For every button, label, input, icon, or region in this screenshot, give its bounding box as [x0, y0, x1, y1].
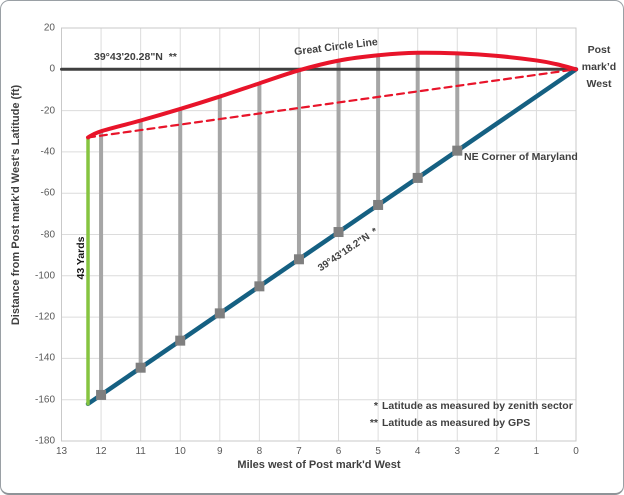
x-tick-label: 3: [454, 446, 461, 457]
ne-corner-label: NE Corner of Maryland: [464, 151, 578, 163]
x-tick-label: 13: [55, 446, 68, 457]
footnote-gps: ** Latitude as measured by GPS: [364, 417, 530, 429]
y-tick-label: -120: [34, 311, 55, 323]
x-axis-title: Miles west of Post mark'd West: [237, 459, 401, 471]
x-tick-label: 6: [335, 446, 342, 457]
great-circle-line: [86, 50, 578, 140]
mile-marker: [333, 227, 344, 238]
x-tick-label: 4: [414, 446, 421, 457]
post-markd-west-label: Post mark’d West: [581, 44, 617, 90]
footnote-zenith: * Latitude as measured by zenith sector: [364, 400, 573, 412]
footnote-gps-marker: **: [369, 417, 378, 429]
y-tick-label: -20: [40, 105, 55, 117]
mile-marker: [214, 308, 225, 319]
x-tick-label: 8: [256, 446, 263, 457]
y-tick-label: 0: [49, 63, 55, 75]
mile-marker: [254, 281, 265, 292]
y-tick-label: 20: [43, 22, 55, 34]
mile-marker: [452, 145, 463, 156]
y-tick-label: -40: [40, 146, 55, 158]
chord-line: [86, 68, 578, 139]
x-tick-label: 12: [95, 446, 107, 457]
mile-marker: [135, 362, 146, 373]
mile-marker: [373, 199, 384, 210]
yards-label: 43 Yards: [75, 236, 87, 280]
x-tick-label: 7: [296, 446, 302, 457]
y-tick-label: -80: [40, 229, 55, 240]
x-tick-label: 1: [533, 446, 540, 457]
x-tick-label: 9: [217, 446, 223, 457]
mile-marker: [175, 335, 186, 346]
y-tick-label: -100: [34, 270, 55, 282]
y-axis-title: Distance from Post mark'd West's Latitud…: [10, 84, 22, 326]
tangent-line: [85, 67, 579, 407]
x-tick-label: 0: [573, 446, 579, 457]
mile-marker: [412, 172, 423, 183]
y-tick-label: -60: [40, 187, 55, 199]
y-tick-label: -180: [34, 435, 55, 447]
y-tick-label: -160: [34, 394, 55, 406]
x-tick-label: 10: [174, 446, 186, 457]
gps-latitude-label: 39°43'20.28"N **: [94, 51, 177, 63]
footnote-zenith-marker: *: [373, 400, 378, 412]
x-tick-label: 2: [494, 446, 500, 457]
footnote-gps-text: Latitude as measured by GPS: [382, 417, 531, 429]
mile-marker: [293, 254, 304, 265]
x-tick-label: 5: [375, 446, 381, 457]
mile-marker: [96, 389, 107, 400]
footnote-zenith-text: Latitude as measured by zenith sector: [382, 400, 573, 412]
plot-border: [61, 27, 577, 442]
y-tick-label: -140: [34, 352, 55, 364]
x-tick-label: 11: [135, 446, 146, 457]
